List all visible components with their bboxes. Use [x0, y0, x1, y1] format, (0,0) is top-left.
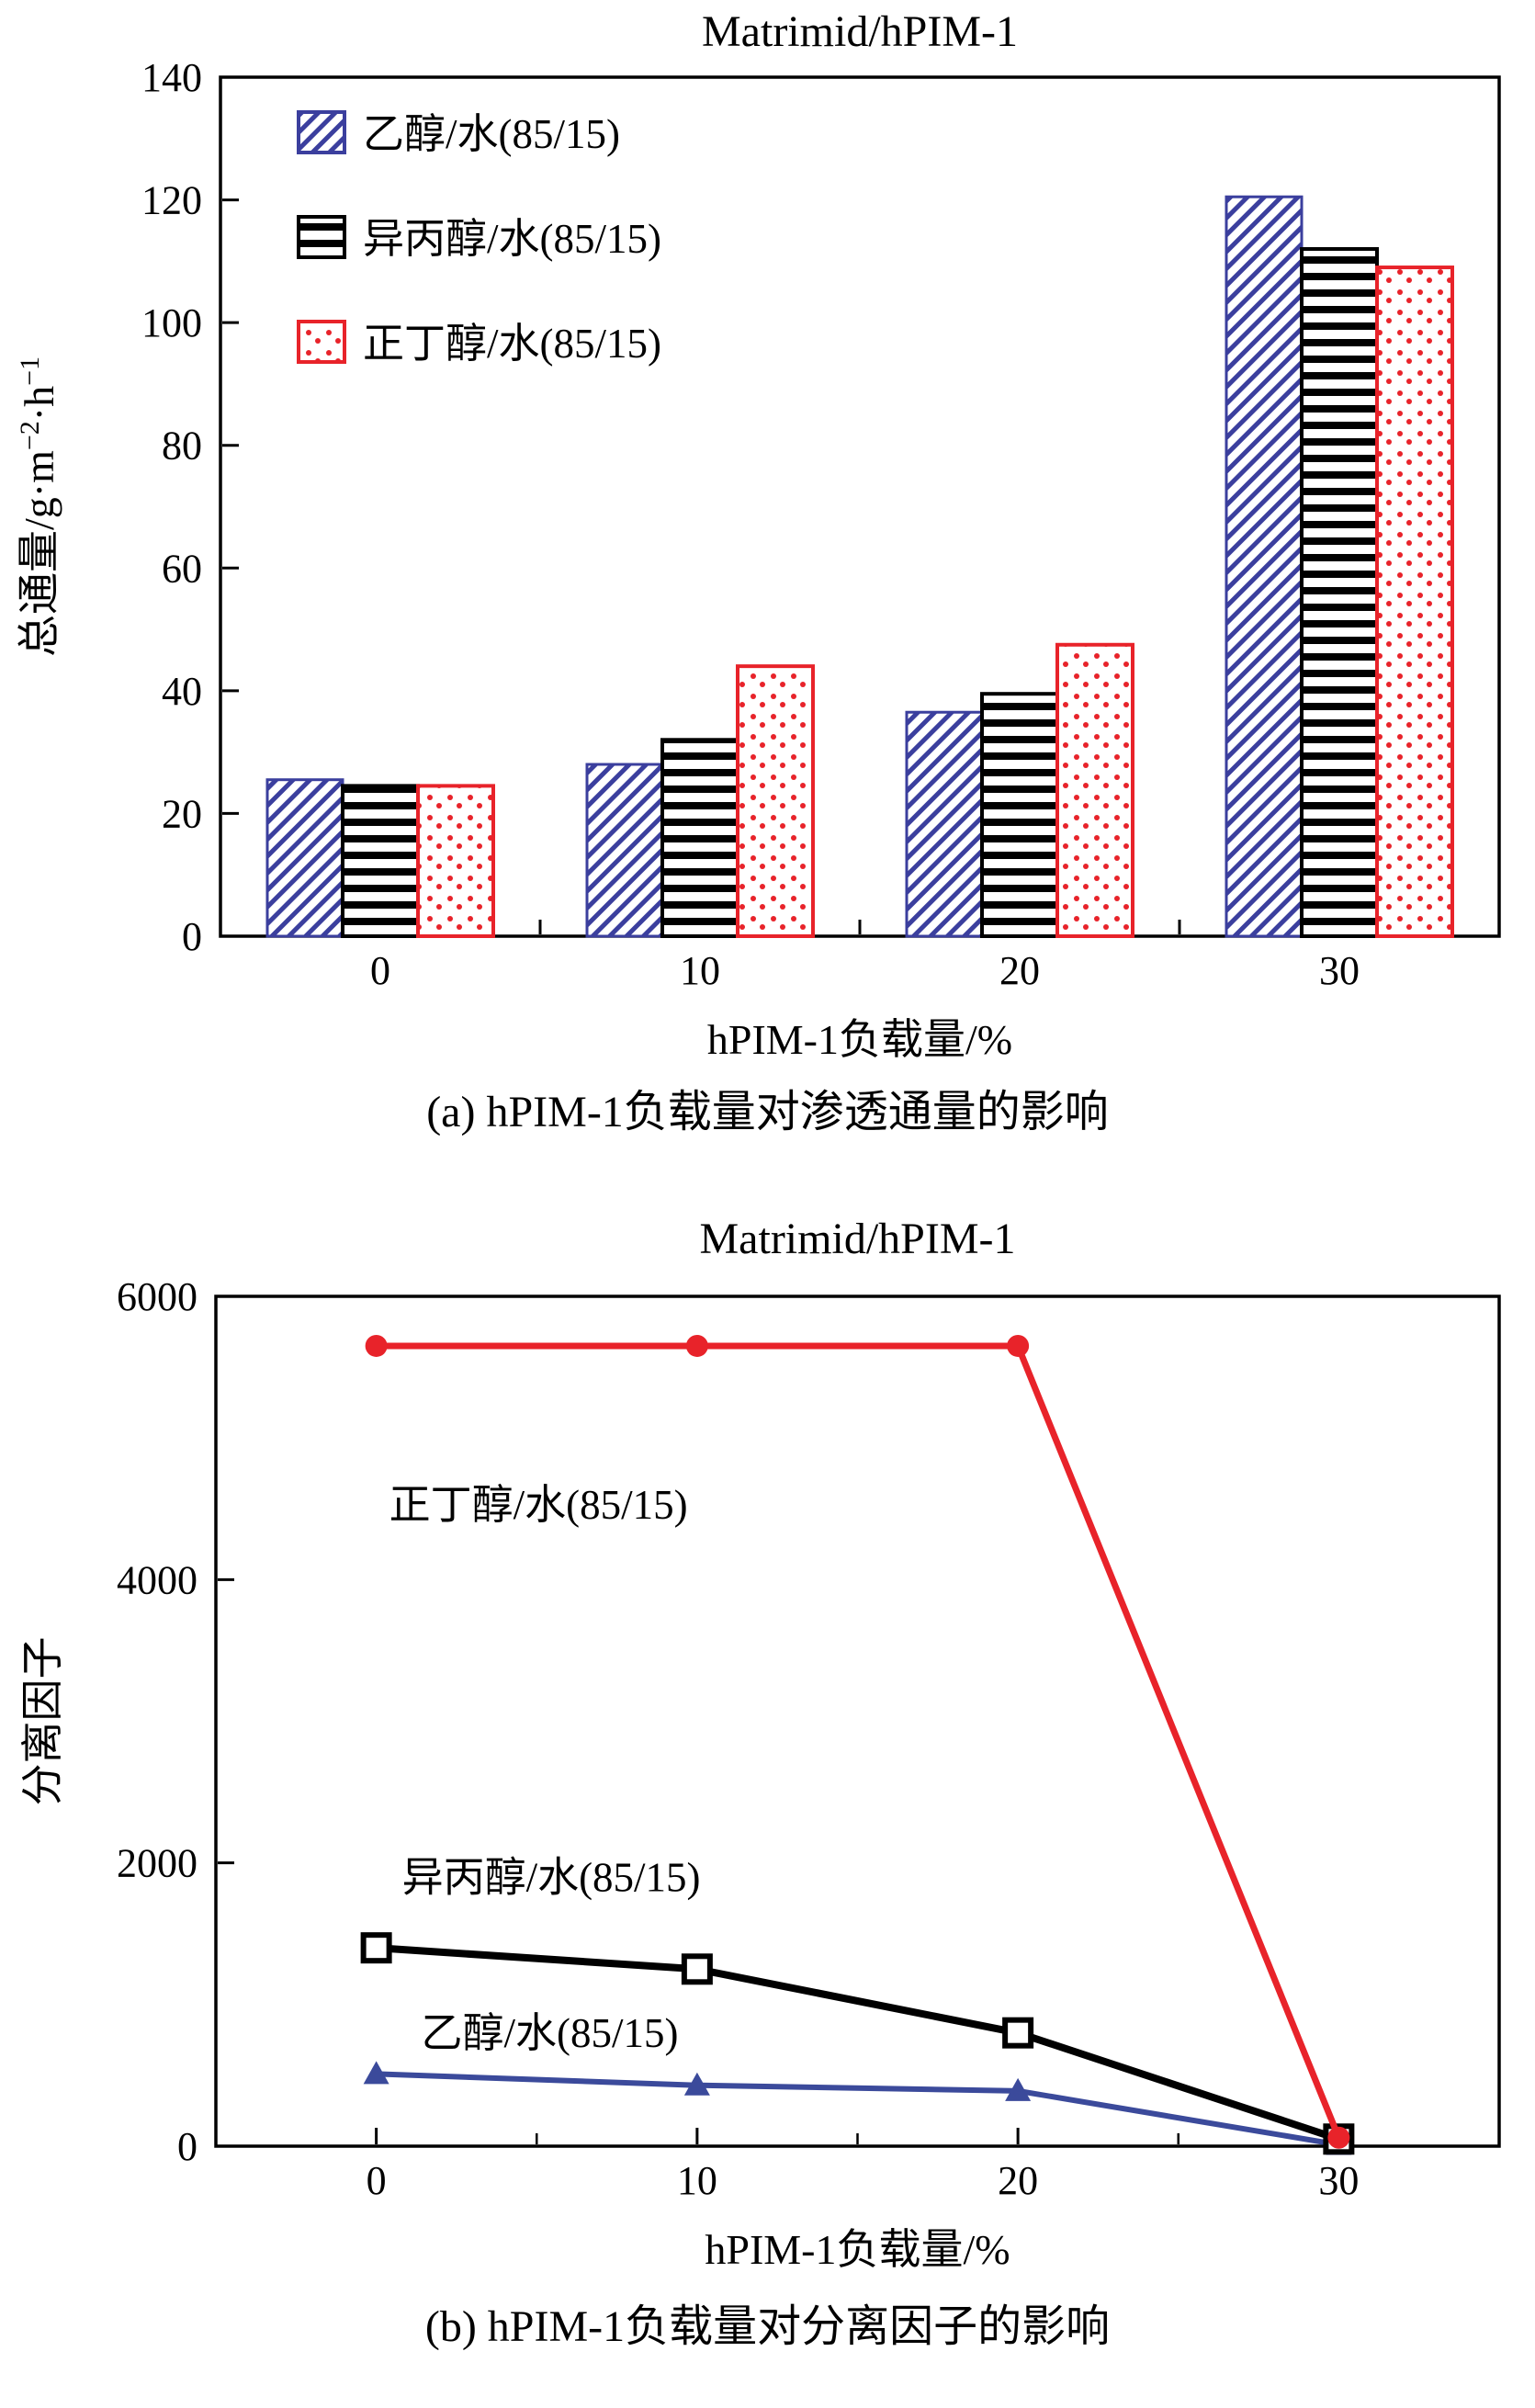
bar-0-group-10 — [585, 763, 664, 938]
y-tick-label: 100 — [141, 300, 202, 345]
y-tick-label: 2000 — [117, 1841, 198, 1886]
series-annotation: 正丁醇/水(85/15) — [389, 1482, 688, 1528]
figure-b: Matrimid/hPIM-1 0 2000 4000 6000 0 10 20 30 正丁醇/水… — [0, 1209, 1535, 2354]
y-tick-label: 140 — [141, 55, 202, 100]
legend-swatch — [297, 320, 346, 364]
series-annotation: 异丙醇/水(85/15) — [402, 1855, 701, 1901]
caption-b: (b) hPIM-1负载量对分离因子的影响 — [424, 2302, 1111, 2351]
line-chart-separation-factor: Matrimid/hPIM-1 0 2000 4000 6000 0 10 20 30 正丁醇/水… — [19, 1215, 1501, 2273]
marker-circle — [1007, 1334, 1030, 1357]
marker-circle — [1327, 2126, 1350, 2149]
marker-triangle — [683, 2072, 710, 2096]
bar-1-group-0 — [341, 784, 420, 938]
bar-chart-total-flux: Matrimid/hPIM-1 0 20 40 60 80 100 120 140 0 10 20 30… — [15, 7, 1501, 1063]
figure-a: Matrimid/hPIM-1 0 20 40 60 80 100 120 140 0 10 20 30… — [0, 0, 1535, 1139]
y-tick-label: 20 — [162, 791, 202, 836]
series-line — [376, 1944, 1340, 2143]
chart-a-title: Matrimid/hPIM-1 — [702, 7, 1018, 56]
x-tick-label: 30 — [1319, 948, 1360, 993]
y-axis-label: 总通量/g·m−2·h−1 — [15, 356, 62, 657]
bar-0-group-20 — [905, 710, 984, 938]
x-axis-label: hPIM-1负载量/% — [705, 2226, 1010, 2273]
bar-0-group-30 — [1225, 195, 1304, 938]
y-tick-label: 6000 — [117, 1274, 198, 1319]
x-tick-label: 20 — [998, 2158, 1038, 2203]
marker-square — [360, 1932, 392, 1964]
legend-label: 正丁醇/水(85/15) — [363, 321, 661, 367]
x-tick-label: 0 — [370, 948, 390, 993]
x-tick-label: 0 — [367, 2158, 387, 2203]
series-annotation: 乙醇/水(85/15) — [422, 2010, 679, 2056]
chart-b-title: Matrimid/hPIM-1 — [700, 1215, 1016, 1263]
caption-a: (a) hPIM-1负载量对渗透通量的影响 — [426, 1088, 1109, 1136]
marker-circle — [365, 1334, 388, 1357]
legend-swatch — [297, 110, 346, 154]
marker-triangle — [363, 2061, 389, 2085]
x-axis-label: hPIM-1负载量/% — [707, 1016, 1012, 1063]
y-tick-label: 4000 — [117, 1557, 198, 1602]
plot-frame — [214, 1294, 1501, 2148]
bar-2-group-0 — [416, 784, 495, 938]
legend-label: 异丙醇/水(85/15) — [363, 216, 661, 262]
y-tick-label: 80 — [162, 424, 202, 469]
bar-2-group-10 — [736, 664, 815, 939]
marker-circle — [685, 1334, 708, 1357]
series-line — [376, 1342, 1342, 2140]
x-tick-label: 20 — [999, 948, 1040, 993]
y-axis-label: 分离因子 — [19, 1637, 66, 1806]
y-tick-label: 40 — [162, 669, 202, 714]
plot-frame — [219, 75, 1501, 938]
x-tick-label: 10 — [677, 2158, 717, 2203]
bar-2-group-30 — [1375, 266, 1454, 938]
marker-square — [681, 1953, 713, 1985]
x-tick-label: 10 — [680, 948, 720, 993]
bar-1-group-10 — [660, 738, 739, 938]
y-tick-label: 0 — [177, 2124, 198, 2169]
legend-swatch — [297, 215, 346, 259]
bar-0-group-0 — [265, 778, 344, 938]
bar-2-group-20 — [1055, 642, 1134, 939]
series-line — [376, 2071, 1339, 2148]
marker-square — [1002, 2017, 1034, 2049]
y-tick-label: 0 — [182, 914, 202, 959]
bar-1-group-30 — [1300, 247, 1379, 938]
x-tick-label: 30 — [1318, 2158, 1359, 2203]
bar-1-group-20 — [980, 692, 1059, 938]
figure-page: Matrimid/hPIM-1 0 20 40 60 80 100 120 140 0 10 20 30… — [0, 0, 1535, 2354]
y-tick-label: 60 — [162, 546, 202, 591]
y-tick-label: 120 — [141, 178, 202, 223]
marker-triangle — [1005, 2077, 1032, 2101]
legend-label: 乙醇/水(85/15) — [363, 111, 620, 157]
